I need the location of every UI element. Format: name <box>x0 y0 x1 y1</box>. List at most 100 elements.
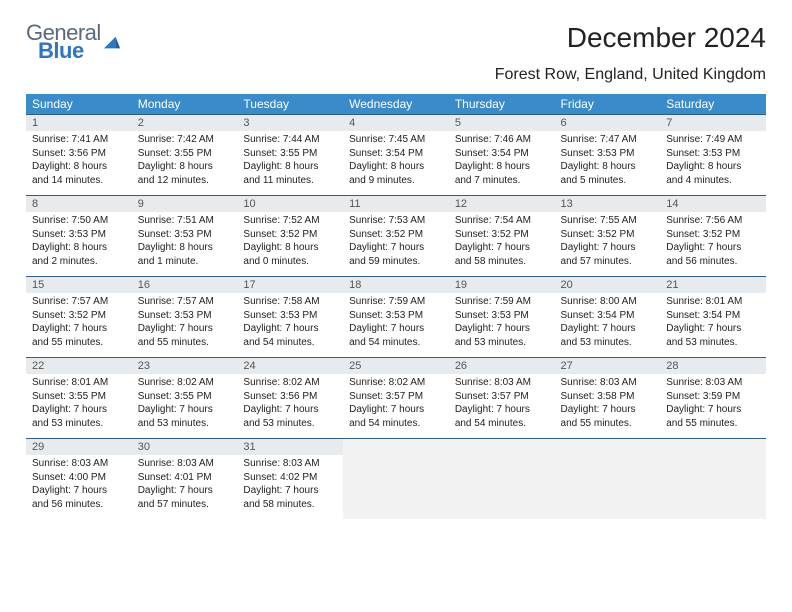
sunset-text: Sunset: 3:56 PM <box>243 390 337 404</box>
date-number-cell: 14 <box>660 196 766 213</box>
sunrise-text: Sunrise: 7:49 AM <box>666 133 760 147</box>
sunset-text: Sunset: 3:53 PM <box>349 309 443 323</box>
sunrise-text: Sunrise: 7:47 AM <box>561 133 655 147</box>
sunrise-text: Sunrise: 7:53 AM <box>349 214 443 228</box>
d2-text: and 9 minutes. <box>349 174 443 188</box>
sunset-text: Sunset: 3:53 PM <box>243 309 337 323</box>
sunrise-text: Sunrise: 8:03 AM <box>455 376 549 390</box>
date-number-cell: 30 <box>132 439 238 456</box>
sunset-text: Sunset: 3:52 PM <box>32 309 126 323</box>
sunset-text: Sunset: 3:55 PM <box>32 390 126 404</box>
sunrise-text: Sunrise: 8:03 AM <box>243 457 337 471</box>
d2-text: and 57 minutes. <box>561 255 655 269</box>
date-data-cell: Sunrise: 8:00 AMSunset: 3:54 PMDaylight:… <box>555 293 661 358</box>
d1-text: Daylight: 8 hours <box>243 160 337 174</box>
sunrise-text: Sunrise: 7:50 AM <box>32 214 126 228</box>
d1-text: Daylight: 7 hours <box>138 484 232 498</box>
sunrise-text: Sunrise: 8:02 AM <box>349 376 443 390</box>
d1-text: Daylight: 7 hours <box>666 241 760 255</box>
d1-text: Daylight: 7 hours <box>455 241 549 255</box>
d1-text: Daylight: 8 hours <box>32 160 126 174</box>
date-data-cell: Sunrise: 7:59 AMSunset: 3:53 PMDaylight:… <box>449 293 555 358</box>
date-number-cell: 19 <box>449 277 555 294</box>
d2-text: and 54 minutes. <box>243 336 337 350</box>
sunrise-text: Sunrise: 8:01 AM <box>32 376 126 390</box>
date-data-cell: Sunrise: 7:56 AMSunset: 3:52 PMDaylight:… <box>660 212 766 277</box>
date-number-cell <box>555 439 661 456</box>
date-number-row: 293031 <box>26 439 766 456</box>
d2-text: and 53 minutes. <box>455 336 549 350</box>
sunset-text: Sunset: 4:00 PM <box>32 471 126 485</box>
d1-text: Daylight: 8 hours <box>32 241 126 255</box>
sunset-text: Sunset: 3:57 PM <box>455 390 549 404</box>
d1-text: Daylight: 7 hours <box>561 241 655 255</box>
day-header: Monday <box>132 94 238 115</box>
d2-text: and 11 minutes. <box>243 174 337 188</box>
d2-text: and 58 minutes. <box>455 255 549 269</box>
date-number-cell <box>343 439 449 456</box>
d2-text: and 55 minutes. <box>138 336 232 350</box>
sunset-text: Sunset: 3:53 PM <box>138 228 232 242</box>
sunrise-text: Sunrise: 7:51 AM <box>138 214 232 228</box>
day-header-row: Sunday Monday Tuesday Wednesday Thursday… <box>26 94 766 115</box>
d2-text: and 56 minutes. <box>666 255 760 269</box>
sunrise-text: Sunrise: 7:44 AM <box>243 133 337 147</box>
d1-text: Daylight: 7 hours <box>32 484 126 498</box>
d1-text: Daylight: 7 hours <box>243 322 337 336</box>
day-header: Tuesday <box>237 94 343 115</box>
date-number-cell: 24 <box>237 358 343 375</box>
sunrise-text: Sunrise: 8:00 AM <box>561 295 655 309</box>
date-number-cell: 21 <box>660 277 766 294</box>
date-data-cell: Sunrise: 7:59 AMSunset: 3:53 PMDaylight:… <box>343 293 449 358</box>
date-data-cell: Sunrise: 8:02 AMSunset: 3:55 PMDaylight:… <box>132 374 238 439</box>
sunset-text: Sunset: 3:52 PM <box>349 228 443 242</box>
day-header: Saturday <box>660 94 766 115</box>
date-number-cell: 2 <box>132 115 238 132</box>
sunrise-text: Sunrise: 7:52 AM <box>243 214 337 228</box>
d1-text: Daylight: 8 hours <box>455 160 549 174</box>
date-data-cell: Sunrise: 8:02 AMSunset: 3:57 PMDaylight:… <box>343 374 449 439</box>
sunrise-text: Sunrise: 8:02 AM <box>243 376 337 390</box>
date-data-cell: Sunrise: 7:57 AMSunset: 3:53 PMDaylight:… <box>132 293 238 358</box>
sunrise-text: Sunrise: 7:42 AM <box>138 133 232 147</box>
sunset-text: Sunset: 3:59 PM <box>666 390 760 404</box>
date-number-cell: 13 <box>555 196 661 213</box>
date-data-cell: Sunrise: 8:03 AMSunset: 4:00 PMDaylight:… <box>26 455 132 519</box>
d1-text: Daylight: 7 hours <box>455 322 549 336</box>
date-data-cell <box>449 455 555 519</box>
sunrise-text: Sunrise: 8:03 AM <box>561 376 655 390</box>
date-data-cell: Sunrise: 7:57 AMSunset: 3:52 PMDaylight:… <box>26 293 132 358</box>
date-number-cell <box>660 439 766 456</box>
day-header: Wednesday <box>343 94 449 115</box>
d2-text: and 55 minutes. <box>561 417 655 431</box>
date-number-cell: 1 <box>26 115 132 132</box>
date-number-cell: 4 <box>343 115 449 132</box>
sunset-text: Sunset: 3:54 PM <box>561 309 655 323</box>
logo-triangle-icon <box>103 34 121 52</box>
date-data-cell: Sunrise: 8:03 AMSunset: 4:02 PMDaylight:… <box>237 455 343 519</box>
sunset-text: Sunset: 3:56 PM <box>32 147 126 161</box>
day-header: Friday <box>555 94 661 115</box>
sunrise-text: Sunrise: 7:57 AM <box>138 295 232 309</box>
date-number-cell: 23 <box>132 358 238 375</box>
date-number-cell <box>449 439 555 456</box>
sunset-text: Sunset: 4:01 PM <box>138 471 232 485</box>
d1-text: Daylight: 7 hours <box>349 322 443 336</box>
date-data-cell: Sunrise: 7:51 AMSunset: 3:53 PMDaylight:… <box>132 212 238 277</box>
page-subtitle: Forest Row, England, United Kingdom <box>26 66 766 84</box>
date-number-cell: 29 <box>26 439 132 456</box>
day-header: Thursday <box>449 94 555 115</box>
date-number-row: 15161718192021 <box>26 277 766 294</box>
date-number-row: 1234567 <box>26 115 766 132</box>
date-number-cell: 5 <box>449 115 555 132</box>
day-header: Sunday <box>26 94 132 115</box>
date-number-cell: 22 <box>26 358 132 375</box>
d1-text: Daylight: 7 hours <box>561 403 655 417</box>
d2-text: and 54 minutes. <box>349 336 443 350</box>
date-data-cell: Sunrise: 8:03 AMSunset: 3:58 PMDaylight:… <box>555 374 661 439</box>
d1-text: Daylight: 7 hours <box>349 403 443 417</box>
date-data-cell: Sunrise: 8:01 AMSunset: 3:55 PMDaylight:… <box>26 374 132 439</box>
date-data-cell: Sunrise: 8:01 AMSunset: 3:54 PMDaylight:… <box>660 293 766 358</box>
sunset-text: Sunset: 3:52 PM <box>666 228 760 242</box>
sunset-text: Sunset: 3:52 PM <box>455 228 549 242</box>
